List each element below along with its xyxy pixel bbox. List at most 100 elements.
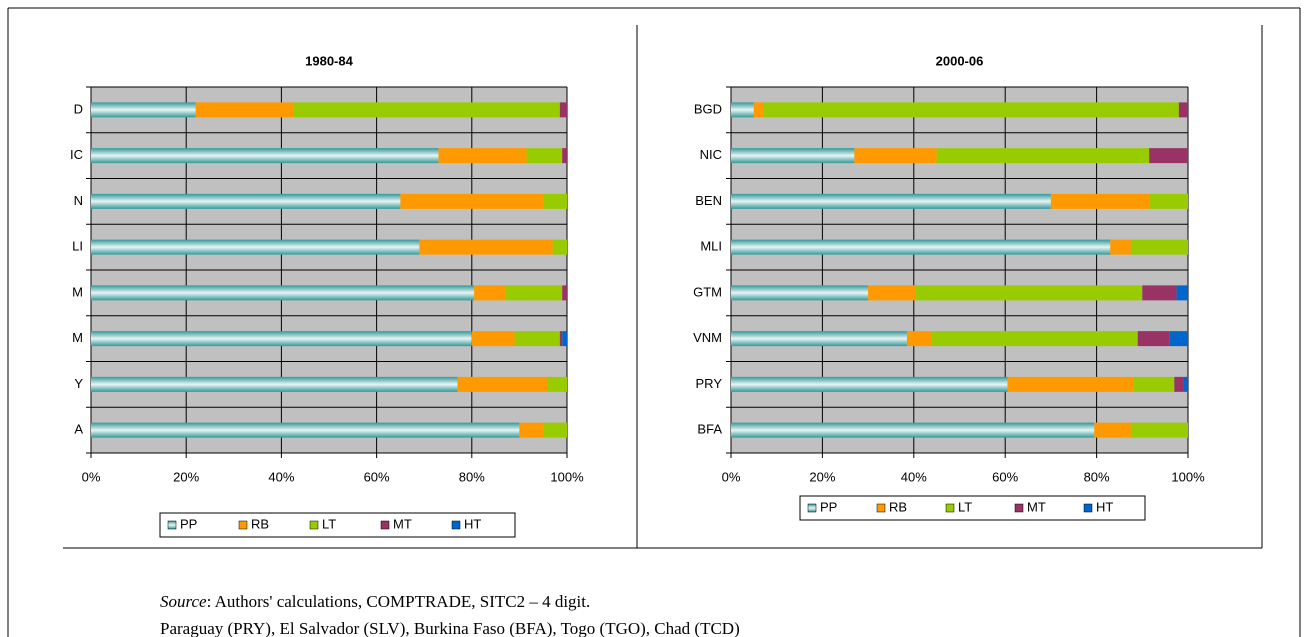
bar-segment <box>91 331 472 347</box>
legend-label: LT <box>322 516 336 531</box>
bar-segment <box>868 285 917 301</box>
legend-swatch <box>1014 503 1024 513</box>
legend-swatch <box>1083 503 1093 513</box>
y-tick-label: N <box>74 193 83 208</box>
y-tick-label: D <box>74 101 83 116</box>
x-tick-label: 100% <box>550 469 584 484</box>
chart-title: 1980-84 <box>305 53 353 68</box>
y-tick-label: GTM <box>693 284 722 299</box>
legend-swatch <box>807 503 817 513</box>
legend-box <box>159 512 516 538</box>
bar-segment <box>91 193 401 209</box>
bar-segment <box>559 331 563 347</box>
y-tick-label: Y <box>74 376 83 391</box>
bar-segment <box>471 331 515 347</box>
y-tick-label: NIC <box>700 147 722 162</box>
bar-segment <box>519 422 544 438</box>
bar-segment <box>293 102 560 118</box>
bar-segment <box>1133 376 1175 392</box>
y-tick-label: LI <box>72 239 83 254</box>
bar-segment <box>731 376 1008 392</box>
bar-segment <box>543 193 567 209</box>
bar-segment <box>1137 331 1170 347</box>
x-tick-label: 80% <box>459 469 485 484</box>
bar-segment <box>1174 376 1184 392</box>
source-label: Source <box>160 592 207 611</box>
bar-segment <box>731 422 1095 438</box>
country-note: Paraguay (PRY), El Salvador (SLV), Burki… <box>160 619 740 637</box>
bar-segment <box>543 422 567 438</box>
y-tick-label: MLI <box>700 239 722 254</box>
bar-segment <box>1007 376 1134 392</box>
y-tick-label: BGD <box>694 101 722 116</box>
x-tick-label: 0% <box>722 469 741 484</box>
bar-segment <box>731 331 907 347</box>
source-note: Source: Authors' calculations, COMPTRADE… <box>160 592 590 611</box>
bar-segment <box>916 285 1143 301</box>
x-tick-label: 0% <box>82 469 101 484</box>
source-text: : Authors' calculations, COMPTRADE, SITC… <box>207 592 591 611</box>
bar-segment <box>505 285 563 301</box>
legend-label: RB <box>251 516 269 531</box>
bar-segment <box>731 285 869 301</box>
legend-swatch <box>380 520 390 530</box>
bar-segment <box>438 148 527 164</box>
bar-segment <box>547 376 567 392</box>
x-tick-label: 20% <box>173 469 199 484</box>
bar-segment <box>562 285 567 301</box>
bar-segment <box>1130 422 1188 438</box>
bar-segment <box>906 331 933 347</box>
legend-label: MT <box>1027 499 1046 514</box>
bar-segment <box>419 239 553 255</box>
bar-segment <box>526 148 563 164</box>
bar-segment <box>562 148 567 164</box>
bar-segment <box>1178 102 1188 118</box>
bar-segment <box>762 102 1179 118</box>
x-tick-label: 40% <box>268 469 294 484</box>
bar-segment <box>936 148 1150 164</box>
bar-segment <box>1149 193 1188 209</box>
bar-segment <box>1142 285 1177 301</box>
legend-label: HT <box>464 516 481 531</box>
chart-title: 2000-06 <box>936 53 984 68</box>
bar-segment <box>91 376 458 392</box>
legend-swatch <box>945 503 955 513</box>
x-tick-label: 80% <box>1084 469 1110 484</box>
bar-segment <box>1169 331 1188 347</box>
bar-segment <box>400 193 544 209</box>
legend-label: RB <box>889 499 907 514</box>
bar-segment <box>731 148 855 164</box>
bar-segment <box>753 102 763 118</box>
bar-segment <box>854 148 937 164</box>
legend-swatch <box>451 520 461 530</box>
x-tick-label: 60% <box>992 469 1018 484</box>
legend-label: PP <box>820 499 837 514</box>
bar-segment <box>195 102 294 118</box>
y-tick-label: IC <box>70 147 83 162</box>
bar-segment <box>91 285 475 301</box>
legend-swatch <box>238 520 248 530</box>
bar-segment <box>1094 422 1131 438</box>
bar-segment <box>731 239 1111 255</box>
legend-label: HT <box>1096 499 1113 514</box>
x-tick-label: 40% <box>901 469 927 484</box>
y-tick-label: BFA <box>697 422 722 437</box>
bar-segment <box>731 102 754 118</box>
legend-label: LT <box>958 499 972 514</box>
legend-swatch <box>309 520 319 530</box>
bar-segment <box>562 331 567 347</box>
bar-segment <box>932 331 1138 347</box>
bar-segment <box>91 239 420 255</box>
legend-swatch <box>167 520 177 530</box>
legend-swatch <box>876 503 886 513</box>
y-tick-label: M <box>72 284 83 299</box>
x-tick-label: 60% <box>364 469 390 484</box>
y-tick-label: PRY <box>696 376 723 391</box>
bar-segment <box>514 331 560 347</box>
legend-box <box>799 495 1146 521</box>
bar-segment <box>1130 239 1188 255</box>
bar-segment <box>474 285 506 301</box>
bar-segment <box>91 148 439 164</box>
bar-segment <box>91 102 196 118</box>
